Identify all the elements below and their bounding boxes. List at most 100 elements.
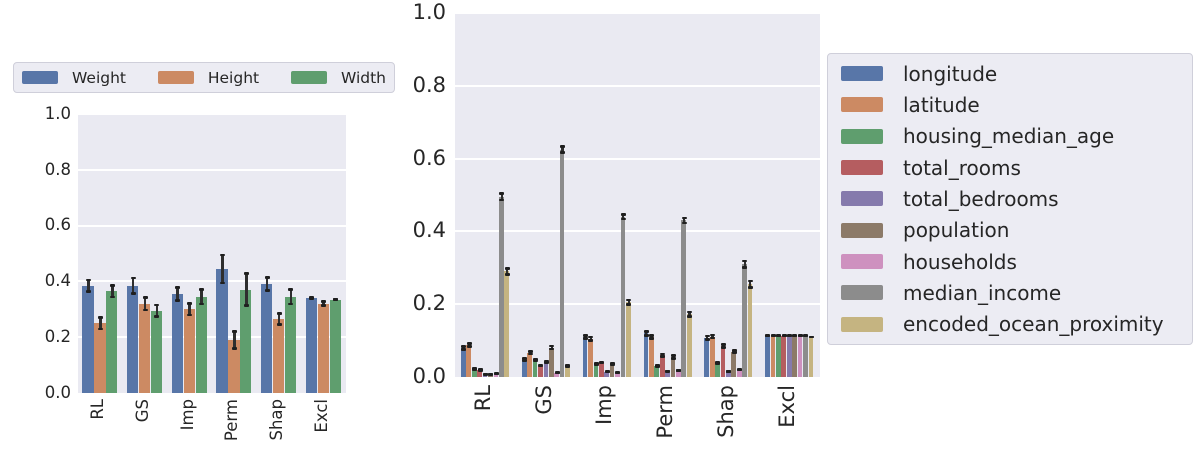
error-bar	[309, 296, 315, 300]
error-bar	[276, 312, 282, 327]
error-bar-cap	[715, 362, 721, 365]
bar-population-Excl	[792, 335, 797, 377]
error-bar	[582, 334, 588, 340]
bar-longitude-RL	[461, 347, 466, 377]
error-bar	[676, 368, 682, 372]
legend-item-total_bedrooms: total_bedrooms	[828, 187, 1192, 211]
error-bar-cap	[687, 310, 693, 314]
bar-longitude-Perm	[643, 333, 649, 377]
error-bar	[808, 335, 814, 339]
error-bar	[461, 344, 467, 351]
error-bar-cap	[199, 302, 205, 306]
gridline-1.0	[455, 12, 820, 14]
bar-total_rooms-Excl	[781, 335, 787, 377]
error-bar	[665, 369, 671, 373]
error-bar-cap	[130, 276, 136, 280]
error-bar-cap	[726, 370, 732, 373]
gridline-0.8	[455, 84, 820, 87]
error-bar-cap	[681, 216, 687, 220]
x-tick-label-RL: RL	[470, 385, 495, 412]
legend-label-longitude: longitude	[903, 61, 998, 86]
error-bar-cap	[797, 334, 803, 338]
error-bar	[687, 310, 693, 319]
error-bar	[615, 371, 621, 375]
error-bar-cap	[482, 372, 488, 376]
error-bar-cap	[276, 323, 282, 327]
error-bar-cap	[742, 259, 748, 263]
error-bar	[264, 276, 270, 292]
error-bar-cap	[276, 312, 282, 315]
plot-area	[455, 12, 820, 377]
bar-encoded_ocean_proximity-Imp	[626, 302, 631, 377]
error-bar	[559, 145, 565, 154]
legend-item-Weight: Weight	[22, 69, 126, 87]
error-bar-cap	[582, 334, 588, 337]
error-bar-cap	[731, 348, 737, 352]
error-bar-cap	[781, 334, 787, 338]
error-bar-cap	[321, 304, 327, 308]
error-bar-cap	[231, 330, 237, 333]
y-tick-label: 0.4	[44, 271, 71, 291]
error-bar-cap	[604, 370, 610, 374]
error-bar-cap	[737, 368, 743, 372]
error-bar-cap	[85, 289, 91, 293]
error-bar	[792, 334, 798, 338]
error-bar-cap	[565, 365, 571, 368]
error-bar-cap	[787, 334, 793, 338]
bar-median_income-GS	[559, 149, 565, 377]
bar-encoded_ocean_proximity-Shap	[747, 284, 753, 377]
gridline-0.2	[455, 303, 820, 306]
error-bar-cap	[499, 192, 505, 196]
error-bar-cap	[676, 369, 682, 372]
bar-latitude-Shap	[709, 336, 715, 377]
error-bar-cap	[808, 335, 814, 339]
bar-households-Perm	[676, 370, 681, 377]
bar-latitude-RL	[466, 344, 472, 377]
error-bar	[726, 370, 732, 373]
legend-item-Height: Height	[157, 69, 259, 87]
bar-longitude-GS	[521, 359, 527, 377]
error-bar	[231, 330, 237, 350]
bar-Width-Excl	[329, 299, 341, 393]
bar-Width-RL	[106, 291, 118, 393]
error-bar-cap	[643, 330, 649, 333]
y-tick-label: 0.8	[412, 72, 446, 97]
error-bar-cap	[142, 308, 148, 312]
bar-Width-GS	[150, 310, 163, 393]
error-bar-cap	[130, 291, 136, 295]
error-bar-cap	[626, 298, 632, 302]
bar-Weight-RL	[82, 285, 94, 393]
error-bar	[333, 298, 339, 301]
error-bar	[588, 335, 594, 342]
error-bar-cap	[231, 347, 237, 350]
error-bar-cap	[333, 298, 339, 301]
error-bar-cap	[615, 371, 621, 374]
bar-encoded_ocean_proximity-Perm	[686, 314, 692, 377]
bar-latitude-GS	[527, 352, 533, 377]
error-bar-cap	[522, 357, 528, 360]
bar-Height-Excl	[317, 303, 329, 393]
error-bar-cap	[154, 315, 160, 318]
error-bar-cap	[538, 364, 544, 368]
bar-median_income-RL	[498, 196, 504, 377]
error-bar-cap	[97, 316, 103, 319]
bar-total_bedrooms-Excl	[786, 335, 792, 377]
y-tick-label: 0.6	[44, 215, 71, 235]
legend-item-encoded_ocean_proximity: encoded_ocean_proximity	[828, 312, 1192, 336]
legend-swatch-housing_median_age	[841, 128, 883, 144]
legend-swatch-latitude	[841, 97, 883, 113]
bar-Weight-Shap	[261, 284, 273, 393]
error-bar-cap	[527, 350, 533, 353]
bar-population-Perm	[670, 356, 676, 377]
legend-swatch-households	[841, 254, 883, 270]
error-bar	[803, 334, 809, 338]
error-bar	[787, 334, 793, 338]
error-bar-cap	[461, 344, 467, 348]
error-bar-cap	[593, 363, 599, 367]
error-bar-cap	[599, 361, 605, 365]
bar-longitude-Shap	[704, 337, 710, 377]
gridline-0.4	[455, 230, 820, 233]
bar-latitude-Excl	[770, 335, 776, 377]
bar-Height-Perm	[228, 339, 240, 393]
bar-housing_median_age-RL	[471, 368, 477, 377]
